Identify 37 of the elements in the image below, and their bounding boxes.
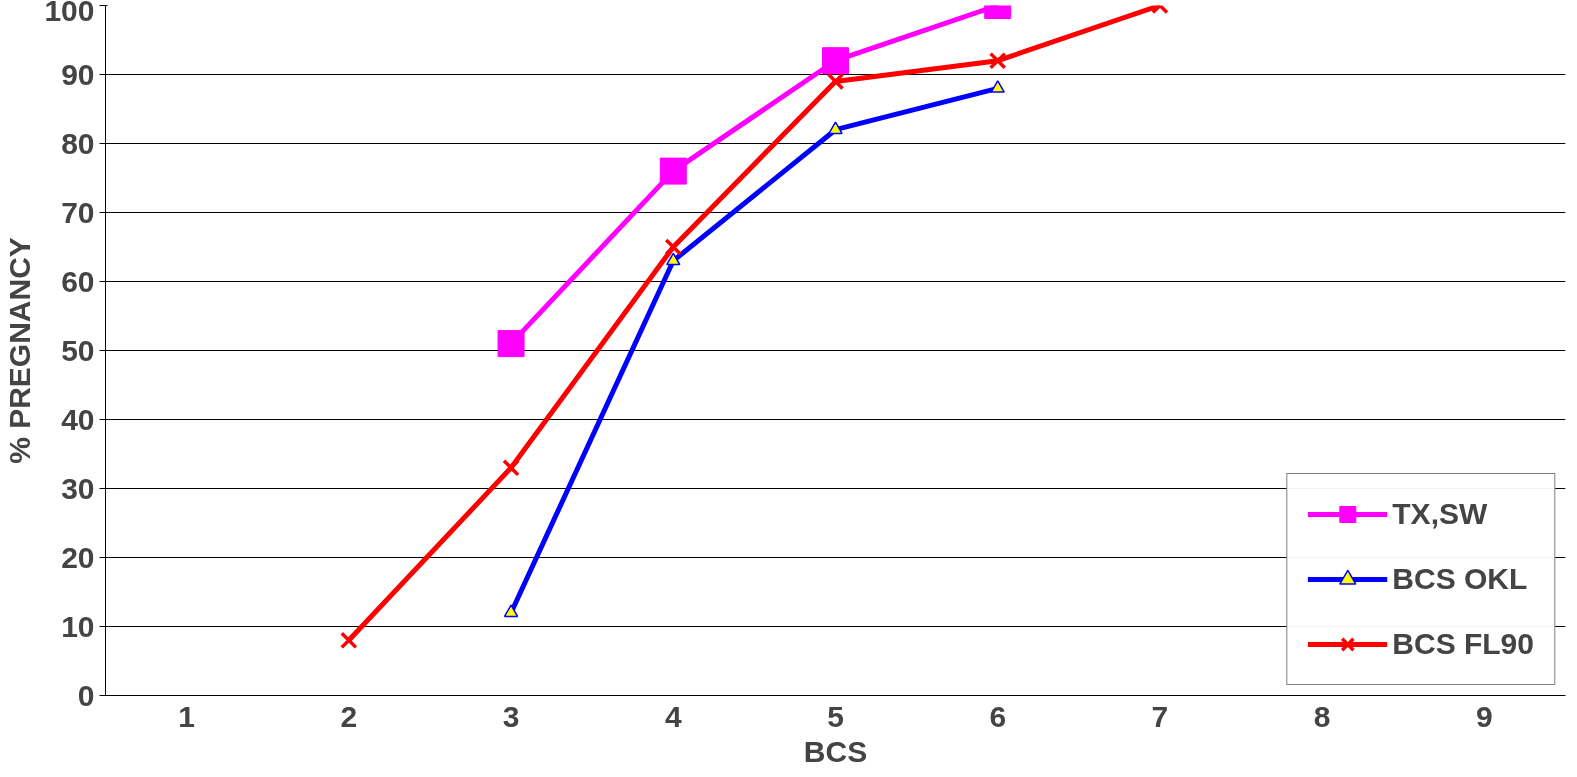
legend-label: TX,SW [1392,497,1488,531]
x-axis-title: BCS [803,734,868,768]
y-axis-title: % PREGNANCY [3,237,37,464]
point [828,121,843,135]
x-tick-label: 8 [1313,699,1331,733]
x-tick-label: 3 [502,699,520,733]
y-tick-label: 80 [61,126,95,160]
legend-label: BCS FL90 [1392,627,1534,661]
y-tick-label: 30 [61,471,95,505]
point [826,72,845,91]
y-tick-label: 0 [77,678,95,712]
y-tick-label: 20 [61,540,95,574]
point [666,252,681,266]
legend-label: BCS OKL [1392,562,1528,596]
point [503,604,519,618]
point [659,157,687,185]
y-tick-label: 100 [44,0,95,27]
point [502,458,520,477]
x-tick-label: 7 [1151,699,1169,733]
y-tick-label: 70 [61,195,95,229]
point [340,631,358,650]
point [822,47,849,75]
x-tick-label: 9 [1476,699,1493,733]
x-tick-label: 2 [340,699,358,733]
x-tick-label: 1 [178,699,195,733]
point [988,51,1007,70]
y-tick-label: 90 [61,57,95,91]
x-tick-label: 5 [827,699,844,733]
point [664,238,683,256]
y-tick-label: 60 [61,264,95,298]
point [990,80,1005,93]
x-tick-label: 4 [664,699,682,733]
x-tick-label: 6 [989,699,1007,733]
y-tick-label: 10 [61,609,95,643]
point [497,330,525,358]
y-tick-label: 40 [61,402,95,436]
y-tick-label: 50 [61,333,95,367]
